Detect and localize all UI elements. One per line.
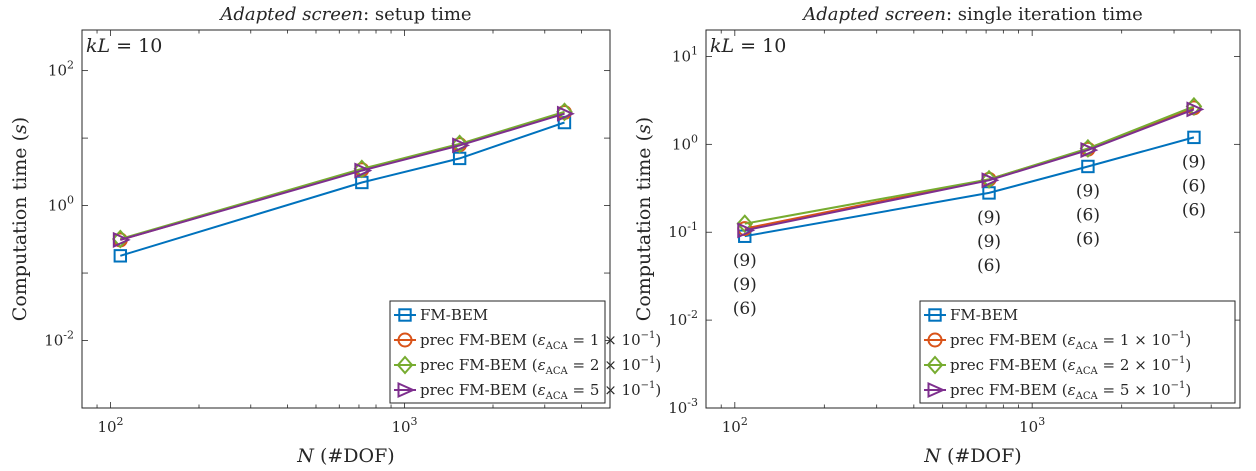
iteration-count-label: (6) <box>1076 205 1100 225</box>
iteration-count-label: (9) <box>733 251 757 271</box>
data-point <box>1079 138 1097 158</box>
series-line <box>120 112 565 241</box>
legend-marker <box>397 381 416 399</box>
legend-item: prec FM-BEM (εACA = 1 × 10−1) <box>394 330 661 352</box>
data-point <box>353 159 371 179</box>
legend-label: prec FM-BEM (εACA = 1 × 10−1) <box>420 330 661 352</box>
legend-box <box>389 300 606 404</box>
legend-item: prec FM-BEM (εACA = 2 × 10−1) <box>394 355 661 377</box>
data-point <box>452 137 471 154</box>
parameter-note: kL = 10 <box>86 35 162 57</box>
series-line <box>120 121 565 257</box>
iteration-count-label: (9) <box>977 232 1001 252</box>
x-tick-label: 102 <box>722 415 748 436</box>
data-point <box>1187 130 1201 145</box>
legend-item: prec FM-BEM (εACA = 1 × 10−1) <box>924 330 1191 352</box>
legend-label: prec FM-BEM (εACA = 2 × 10−1) <box>950 355 1191 377</box>
series-3 <box>111 102 573 249</box>
legend-marker <box>928 308 942 322</box>
y-tick-label: 100 <box>48 194 74 215</box>
y-tick-label: 100 <box>672 132 698 153</box>
legend-label: prec FM-BEM (εACA = 5 × 10−1) <box>420 380 661 402</box>
iteration-count-label: (6) <box>1076 229 1100 249</box>
legend-item: prec FM-BEM (εACA = 2 × 10−1) <box>924 355 1191 377</box>
legend: FM-BEM prec FM-BEM (εACA = 1 × 10−1) prec … <box>389 300 661 404</box>
y-tick-label: 10-2 <box>44 329 74 350</box>
chart-panel-2: Adapted screen: single iteration time 102… <box>633 4 1241 467</box>
y-tick-label: 10-1 <box>668 220 698 241</box>
legend-marker <box>927 381 946 399</box>
series-line <box>744 105 1195 225</box>
iteration-count-label: (9) <box>977 208 1001 228</box>
chart-title: Adapted screen: single iteration time <box>801 4 1143 25</box>
legend-label: FM-BEM <box>420 306 488 324</box>
legend-item: prec FM-BEM (εACA = 5 × 10−1) <box>924 380 1191 402</box>
iteration-count-label: (6) <box>977 256 1001 276</box>
x-axis-label: N (#DOF) <box>923 445 1021 467</box>
data-point <box>451 134 468 154</box>
data-point <box>1186 101 1205 118</box>
data-point <box>112 231 131 248</box>
data-point <box>1081 159 1095 174</box>
legend-item: prec FM-BEM (εACA = 5 × 10−1) <box>394 380 661 402</box>
data-point <box>354 162 373 179</box>
data-point <box>113 249 128 263</box>
legend-label: FM-BEM <box>950 306 1018 324</box>
iteration-count-label: (6) <box>733 299 757 319</box>
data-point <box>556 105 575 122</box>
y-axis-label: Computation time (s) <box>9 117 31 321</box>
series-4 <box>737 101 1205 239</box>
legend-item: FM-BEM <box>924 306 1018 324</box>
legend-marker <box>927 332 943 348</box>
iteration-count-label: (9) <box>733 275 757 295</box>
legend-label: prec FM-BEM (εACA = 2 × 10−1) <box>420 355 661 377</box>
data-point <box>111 229 129 249</box>
legend-marker <box>396 355 414 375</box>
legend-marker <box>926 355 944 375</box>
data-point <box>737 222 756 239</box>
series-line <box>744 108 1195 232</box>
x-tick-label: 102 <box>97 415 123 436</box>
data-point <box>556 102 573 122</box>
series-line <box>120 110 565 240</box>
data-point <box>980 169 998 189</box>
legend-item: FM-BEM <box>394 306 488 324</box>
iteration-count-label: (9) <box>1182 152 1206 172</box>
legend-box <box>919 300 1236 404</box>
y-tick-label: 101 <box>672 44 698 65</box>
series-line <box>744 136 1195 238</box>
data-point <box>1080 142 1099 159</box>
chart-title: Adapted screen: setup time <box>218 4 471 25</box>
x-axis-label: N (#DOF) <box>296 445 394 467</box>
data-point <box>981 172 1000 189</box>
x-tick-label: 103 <box>391 415 417 436</box>
parameter-note: kL = 10 <box>710 35 786 57</box>
data-point <box>736 214 754 234</box>
iteration-count-label: (9) <box>1076 181 1100 201</box>
iteration-count-label: (6) <box>1182 200 1206 220</box>
x-tick-label: 103 <box>1019 415 1045 436</box>
y-tick-label: 10-2 <box>668 308 698 329</box>
y-tick-label: 102 <box>48 59 74 80</box>
legend: FM-BEM prec FM-BEM (εACA = 1 × 10−1) prec … <box>919 300 1236 404</box>
iteration-count-label: (6) <box>1182 176 1206 196</box>
chart-panel-1: Adapted screen: setup time 102 103 10-2 100 1… <box>9 4 661 467</box>
legend-marker <box>397 332 413 348</box>
series-4 <box>112 105 575 248</box>
y-axis-label: Computation time (s) <box>633 117 655 321</box>
legend-label: prec FM-BEM (εACA = 5 × 10−1) <box>950 380 1191 402</box>
legend-label: prec FM-BEM (εACA = 1 × 10−1) <box>950 330 1191 352</box>
y-tick-label: 10-3 <box>668 396 698 417</box>
legend-marker <box>398 308 412 322</box>
